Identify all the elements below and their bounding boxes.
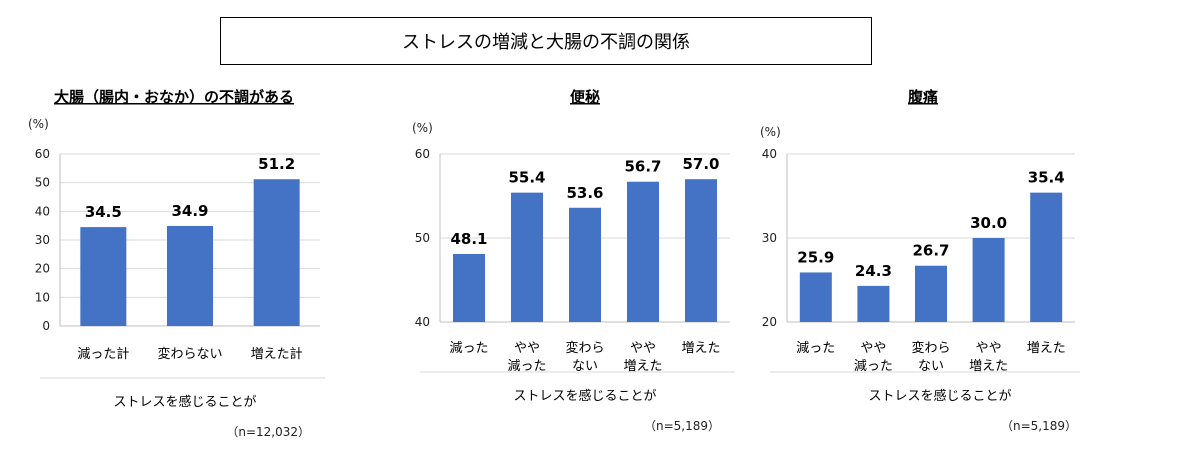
y-tick-label: 50	[35, 176, 50, 190]
category-label: やや	[976, 341, 1002, 356]
bar	[167, 225, 213, 326]
bar	[80, 227, 127, 326]
y-tick-label: 0	[42, 319, 50, 333]
category-label: 減った	[507, 358, 546, 374]
sample-size-note: （n=5,189）	[644, 419, 720, 433]
x-axis-title: ストレスを感じることが	[113, 394, 256, 410]
y-unit-label: (%)	[760, 125, 781, 139]
category-label: 増えた	[681, 341, 720, 356]
chart-constipation-svg: 便秘(%)40506048.1減った55.4やや減った53.6変わらない56.7…	[412, 88, 735, 433]
chart-constipation: 便秘 (%) 40 50 60 48.1 減った 55.4 やや 減った 53.6 変わら ない 56.7…	[400, 80, 740, 460]
category-label: やや	[514, 341, 540, 356]
sample-size-note: （n=12,032）	[226, 425, 310, 439]
category-label: 減った	[796, 340, 835, 356]
bar	[857, 285, 890, 322]
chart-bowel-discomfort: 大腸（腸内・おなか）の不調がある (%) 0 10 20 30 40 50 60 34.5 減った計…	[20, 80, 340, 460]
category-label: ない	[572, 359, 598, 374]
category-label: やや	[860, 341, 886, 356]
chart-title: 大腸（腸内・おなか）の不調がある	[54, 88, 294, 106]
category-label: 減った	[854, 358, 893, 374]
y-tick-label: 40	[762, 147, 777, 161]
data-label: 30.0	[970, 214, 1007, 232]
y-tick-label: 60	[415, 147, 430, 161]
data-label: 25.9	[797, 248, 834, 266]
bar	[1030, 192, 1063, 322]
chart-abdominal-pain-svg: 腹痛(%)20304025.9減った24.3やや減った26.7変わらない30.0…	[760, 88, 1080, 433]
data-label: 34.9	[171, 202, 208, 220]
data-label: 56.7	[624, 158, 661, 176]
chart-title: 腹痛	[908, 88, 938, 106]
data-label: 53.6	[566, 184, 603, 202]
y-tick-label: 20	[35, 262, 50, 276]
chart-abdominal-pain: 腹痛 (%) 20 30 40 25.9 減った 24.3 やや 減った 26.7 変わら ない 30.0…	[750, 80, 1090, 460]
bar	[569, 207, 601, 322]
bar	[915, 265, 947, 322]
data-label: 35.4	[1028, 169, 1065, 187]
category-label: 変わら	[565, 340, 604, 356]
category-label: 変わらない	[157, 346, 222, 362]
x-axis-title: ストレスを感じることが	[513, 388, 656, 404]
y-tick-label: 60	[35, 147, 50, 161]
data-label: 48.1	[450, 230, 487, 248]
y-unit-label: (%)	[412, 121, 433, 135]
category-label: ない	[918, 359, 944, 374]
x-axis-title: ストレスを感じることが	[868, 388, 1011, 404]
category-label: 増えた	[1027, 341, 1066, 356]
data-label: 55.4	[508, 169, 545, 187]
data-label: 51.2	[258, 155, 295, 173]
main-title: ストレスの増減と大腸の不調の関係	[220, 17, 872, 65]
category-label: 変わら	[911, 340, 950, 356]
y-tick-label: 40	[35, 204, 50, 218]
category-label: 減った	[449, 340, 488, 356]
y-tick-label: 30	[35, 233, 50, 247]
category-label: やや	[630, 341, 656, 356]
data-label: 26.7	[912, 242, 949, 260]
data-label: 24.3	[855, 262, 892, 280]
category-label: 増えた	[623, 359, 662, 374]
chart-title: 便秘	[570, 88, 600, 106]
bar	[799, 272, 832, 322]
y-tick-label: 40	[415, 315, 430, 329]
bar	[453, 253, 485, 322]
category-label: 減った計	[77, 346, 129, 362]
category-label: 増えた	[969, 359, 1008, 374]
y-tick-label: 10	[35, 290, 50, 304]
y-tick-label: 30	[762, 231, 777, 245]
sample-size-note: （n=5,189）	[1001, 419, 1077, 433]
bar	[972, 238, 1005, 322]
bar	[511, 192, 543, 322]
chart-bowel-discomfort-svg: 大腸（腸内・おなか）の不調がある (%) 0 10 20 30 40 50 60 34.5 減った計…	[28, 88, 325, 439]
y-tick-label: 20	[762, 315, 777, 329]
y-unit-label: (%)	[28, 117, 49, 131]
y-tick-label: 50	[415, 231, 430, 245]
bar	[627, 181, 659, 322]
bar	[685, 179, 717, 322]
category-label: 増えた計	[251, 346, 303, 362]
bar	[253, 179, 300, 326]
data-label: 34.5	[85, 203, 122, 221]
data-label: 57.0	[682, 155, 719, 173]
